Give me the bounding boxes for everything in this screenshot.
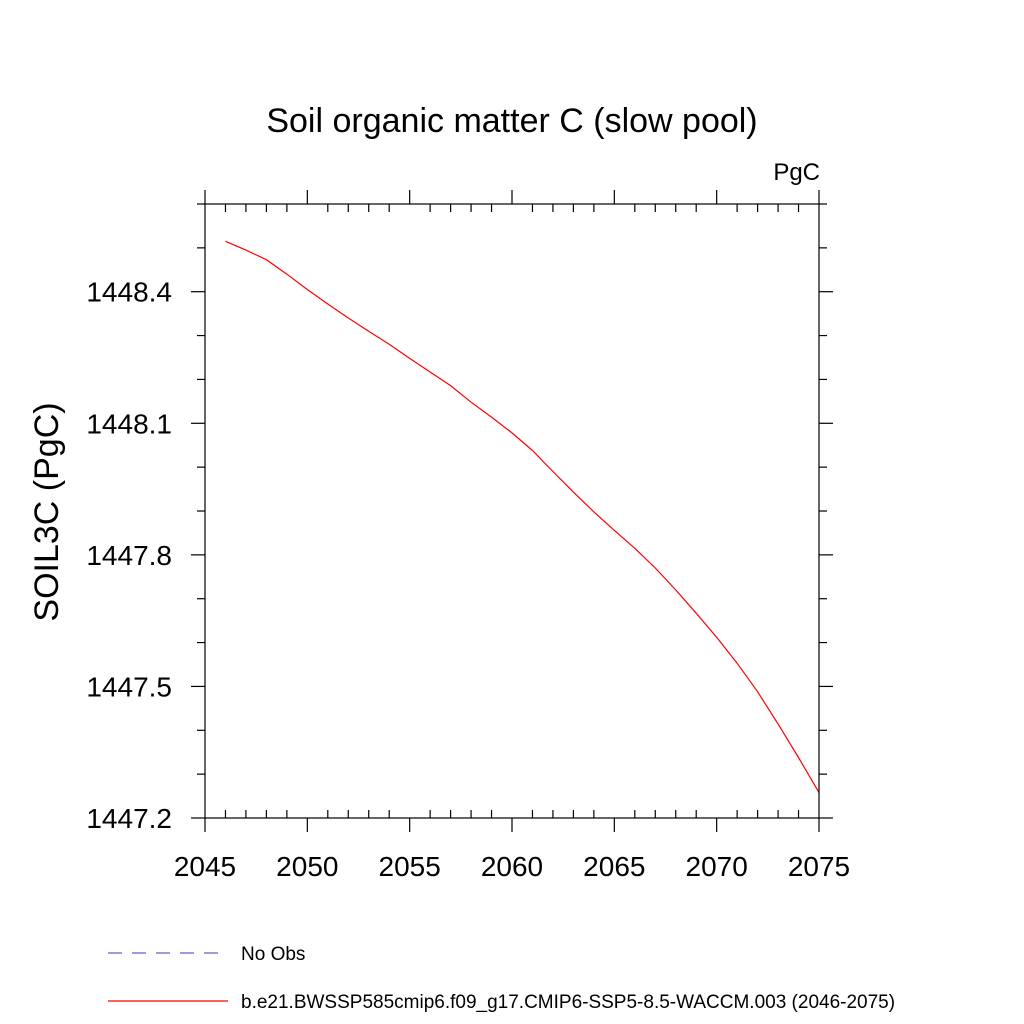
x-tick-label: 2050 [276, 851, 338, 882]
legend-label-1: b.e21.BWSSP585cmip6.f09_g17.CMIP6-SSP5-8… [241, 992, 895, 1013]
y-tick-label: 1448.1 [86, 408, 172, 439]
chart-title: Soil organic matter C (slow pool) [266, 102, 757, 140]
y-tick-label: 1447.2 [86, 803, 172, 834]
x-tick-label: 2060 [481, 851, 543, 882]
series-line-1 [225, 240, 820, 793]
x-tick-label: 2070 [686, 851, 748, 882]
y-axis-label: SOIL3C (PgC) [28, 402, 66, 621]
series-lines [225, 240, 820, 793]
x-tick-label: 2045 [174, 851, 236, 882]
axis-tick-labels: 2045 2050 2055 2060 2065 2070 2075 1447.2 1447.5… [86, 277, 850, 882]
axis-ticks [191, 190, 833, 832]
legend-label-0: No Obs [241, 944, 305, 965]
x-tick-label: 2065 [583, 851, 645, 882]
legend: No Obs b.e21.BWSSP585cmip6.f09_g17.CMIP6-… [108, 944, 895, 1013]
y-tick-label: 1447.8 [86, 540, 172, 571]
y-tick-label: 1448.4 [86, 277, 172, 308]
x-tick-label: 2075 [788, 851, 850, 882]
y-tick-label: 1447.5 [86, 671, 172, 702]
units-label: PgC [773, 159, 820, 186]
plot-frame [204, 203, 820, 819]
x-tick-label: 2055 [379, 851, 441, 882]
